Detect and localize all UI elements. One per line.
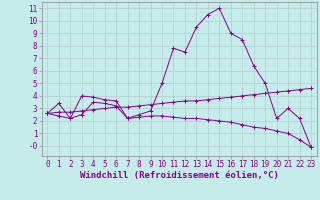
X-axis label: Windchill (Refroidissement éolien,°C): Windchill (Refroidissement éolien,°C) <box>80 171 279 180</box>
